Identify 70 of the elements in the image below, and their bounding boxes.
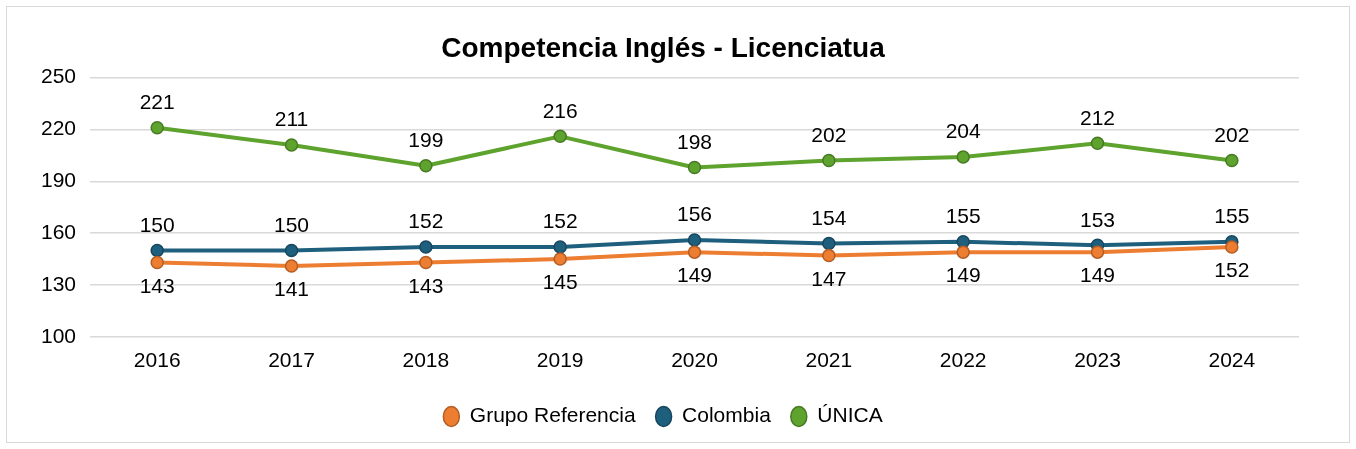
data-label: 143	[408, 273, 444, 297]
point	[553, 129, 567, 144]
point	[687, 233, 702, 247]
x-tick-label: 2023	[1074, 348, 1121, 372]
x-tick-label: 2016	[133, 348, 181, 372]
data-label: 152	[1214, 258, 1250, 282]
data-label: 143	[139, 273, 175, 297]
legend-label: Grupo Referencia	[469, 403, 636, 427]
point	[553, 240, 567, 254]
data-label: 153	[1079, 207, 1116, 231]
data-label: 216	[542, 98, 578, 122]
point	[1225, 240, 1239, 254]
point	[687, 160, 702, 175]
point	[956, 245, 970, 259]
x-tick-label: 2021	[805, 348, 853, 372]
data-label: 141	[274, 277, 310, 301]
point	[150, 120, 164, 135]
point	[553, 252, 567, 266]
point	[150, 255, 164, 270]
data-label: 149	[945, 263, 981, 287]
data-label: 154	[811, 205, 847, 229]
x-tick-label: 2024	[1208, 348, 1256, 372]
y-tick-label: 190	[40, 168, 77, 192]
x-tick-label: 2020	[671, 348, 718, 372]
data-label: 150	[139, 212, 175, 236]
point	[150, 243, 164, 258]
data-label: 211	[274, 107, 309, 131]
data-label: 202	[811, 122, 847, 146]
point	[284, 259, 299, 273]
y-tick-label: 100	[40, 323, 77, 347]
point	[419, 158, 433, 173]
data-label: 149	[1079, 263, 1116, 287]
point	[284, 138, 299, 152]
data-label: 155	[1214, 204, 1250, 228]
x-tick-label: 2018	[402, 348, 450, 372]
y-tick-label: 130	[40, 271, 77, 295]
point	[419, 240, 433, 254]
point	[822, 153, 836, 168]
point	[822, 236, 836, 251]
data-label: 152	[408, 209, 444, 233]
legend-label: Colombia	[682, 403, 772, 427]
point	[956, 150, 970, 164]
y-tick-label: 160	[40, 219, 77, 243]
data-label: 212	[1079, 105, 1116, 129]
data-label: 221	[139, 90, 175, 114]
data-label: 152	[542, 209, 578, 233]
point	[687, 245, 702, 259]
data-label: 198	[677, 129, 713, 153]
data-label: 156	[677, 202, 713, 226]
data-label: 145	[542, 270, 578, 294]
chart-title: Competencia Inglés - Licenciatua	[441, 31, 886, 63]
data-label: 147	[811, 266, 847, 290]
data-label: 199	[408, 128, 444, 152]
y-tick-label: 250	[40, 64, 77, 88]
point	[1090, 136, 1105, 151]
point	[284, 243, 299, 258]
point	[1225, 153, 1239, 168]
point	[1090, 245, 1105, 259]
y-tick-label: 220	[40, 116, 77, 140]
data-label: 204	[945, 119, 982, 143]
data-label: 150	[274, 212, 310, 236]
data-label: 202	[1214, 122, 1250, 146]
point	[822, 248, 836, 263]
data-label: 149	[677, 263, 713, 287]
legend-label: ÚNICA	[817, 403, 883, 427]
x-tick-label: 2017	[268, 348, 315, 372]
x-tick-label: 2022	[939, 348, 987, 372]
point	[419, 255, 433, 270]
data-label: 155	[945, 204, 981, 228]
x-tick-label: 2019	[536, 348, 584, 372]
